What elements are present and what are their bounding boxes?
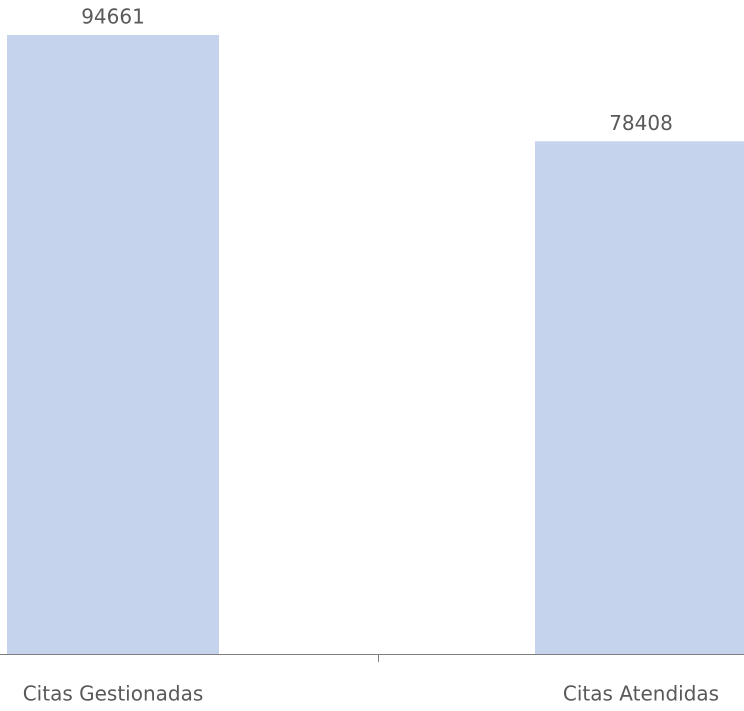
bar [535,141,744,654]
x-tick-label: Citas Gestionadas [23,682,204,706]
x-tick-label: Citas Atendidas [563,682,719,706]
data-label: 78408 [609,111,673,135]
data-label: 94661 [81,5,145,29]
bar [7,35,219,654]
